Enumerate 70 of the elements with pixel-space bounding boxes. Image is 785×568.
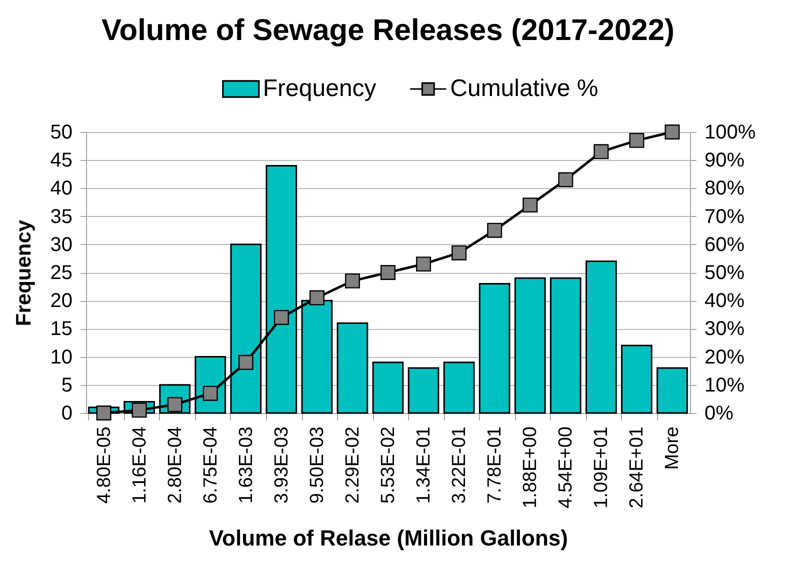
y-axis-title: Frequency (12, 220, 36, 326)
y-tick-label: 25 (50, 262, 72, 284)
bar (443, 362, 475, 414)
point (132, 402, 147, 418)
x-tick-label: 4.54E+00 (556, 426, 577, 508)
point (309, 290, 324, 306)
bar (514, 277, 546, 414)
bar (336, 322, 368, 414)
x-tick-label: 9.50E-03 (306, 426, 328, 504)
y-tick-label: 45 (50, 150, 72, 172)
y-tick-label: 0 (61, 402, 72, 424)
legend-label: Frequency (262, 75, 376, 102)
y2-tick-label: 30% (704, 318, 745, 340)
point (522, 198, 538, 213)
y-tick-label: 20 (50, 290, 72, 312)
point (452, 245, 467, 260)
point (416, 256, 432, 272)
chart-title: Volume of Sewage Releases (2017-2022) (101, 14, 675, 47)
y2-tick-label: 20% (704, 346, 745, 368)
point (664, 124, 680, 140)
x-tick-label: 1.16E-04 (129, 426, 150, 504)
bar (656, 367, 688, 414)
y-tick-label: 10 (50, 346, 72, 368)
y-tick-label: 5 (61, 374, 72, 396)
point (629, 132, 644, 148)
y2-tick-label: 40% (704, 290, 745, 312)
y2-tick-label: 10% (704, 374, 745, 396)
point (558, 172, 574, 188)
y2-tick-label: 0% (704, 402, 734, 424)
x-tick-label: 1.09E+01 (591, 426, 612, 508)
point (594, 144, 609, 160)
bar (372, 362, 404, 414)
x-tick-label: 5.53E-02 (378, 426, 399, 504)
bar (586, 260, 617, 414)
x-tick-label: 3.22E-01 (449, 426, 470, 504)
x-tick-label: 6.75E-04 (200, 426, 222, 504)
point (274, 310, 289, 325)
point (344, 273, 360, 288)
y2-tick-label: 50% (704, 262, 745, 284)
point (202, 386, 218, 401)
y-tick-label: 30 (50, 234, 72, 256)
y2-tick-label: 80% (704, 178, 745, 200)
x-tick-label: 2.80E-04 (164, 426, 186, 504)
point (96, 406, 112, 420)
x-tick-label: 7.78E-01 (484, 426, 506, 504)
y-tick-label: 40 (50, 178, 72, 200)
y-tick-label: 50 (50, 122, 72, 144)
x-tick-label: 3.93E-03 (271, 426, 292, 504)
bar (408, 367, 440, 414)
y2-tick-label: 70% (704, 206, 745, 228)
bar (550, 277, 582, 414)
x-tick-label: 1.88E+00 (520, 426, 542, 508)
x-tick-label: 4.80E-05 (94, 426, 115, 504)
y2-tick-label: 90% (704, 150, 745, 172)
bar (478, 282, 510, 414)
y-tick-label: 15 (50, 318, 72, 340)
y2-tick-label: 60% (704, 234, 745, 256)
y2-tick-label: 100% (704, 122, 756, 144)
x-tick-label: 2.64E+01 (626, 426, 648, 508)
x-tick-label: 1.34E-01 (414, 426, 435, 504)
point (487, 222, 502, 238)
bar (621, 344, 652, 414)
x-tick-label: 2.29E-02 (342, 426, 364, 504)
point (238, 354, 254, 370)
point (380, 265, 396, 280)
x-tick-label: 1.63E-03 (236, 426, 257, 504)
x-tick-label: More (662, 426, 684, 470)
legend-label: Cumulative % (450, 75, 598, 102)
x-axis-title: Volume of Relase (Million Gallons) (209, 525, 568, 550)
y-tick-label: 35 (50, 206, 72, 228)
